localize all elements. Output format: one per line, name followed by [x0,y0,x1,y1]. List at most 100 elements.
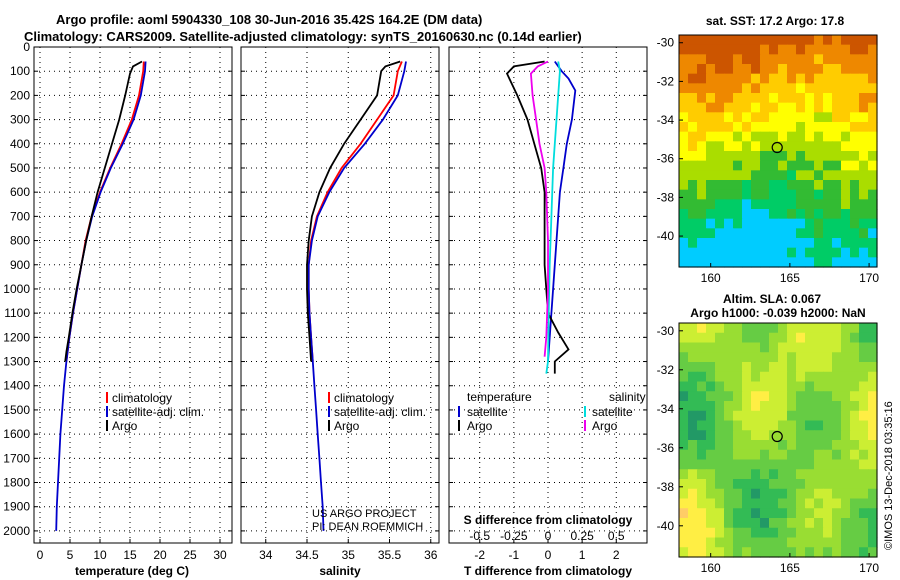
map-cell [742,371,752,383]
map-cell [778,73,788,84]
map-cell [706,391,716,402]
map-cell [706,323,716,334]
map-cell [796,508,806,519]
map-cell [751,141,761,152]
map-cell [859,518,869,529]
map-cell [823,73,833,84]
map-cell [733,218,743,229]
map-cell [859,35,869,46]
map-cell [805,209,815,220]
map-cell [787,141,797,152]
map-cell [688,180,698,191]
map-cell [715,180,725,191]
map-cell [715,218,725,229]
map-cell [778,218,788,229]
map-cell [814,342,824,353]
map-cell [868,151,878,162]
map-cell [868,112,878,123]
profile-location-marker [771,430,783,443]
map-cell [751,410,761,422]
map-cell [841,199,851,210]
map-cell [823,199,833,210]
map-cell [769,381,779,392]
map-cell [733,430,743,441]
map-cell [679,420,689,431]
map-cell [733,420,743,431]
map-cell [706,131,716,142]
map-cell [814,527,824,539]
map-cell [868,247,878,258]
map-cell [778,479,788,490]
map-cell [679,44,689,55]
map-cell [715,170,725,181]
map-cell [787,151,797,162]
map-cell [796,180,806,191]
map-cell [850,54,860,65]
map-cell [814,508,824,519]
map-cell [769,199,779,210]
map-cell [796,342,806,353]
map-cell [814,160,824,171]
map-cell [850,547,860,558]
map-cell [715,469,725,480]
map-cell [715,508,725,519]
map-cell [760,518,770,529]
map-cell [688,537,698,548]
map-cell [688,247,698,258]
map-cell [760,430,770,441]
map-cell [805,122,815,133]
map-cell [859,508,869,519]
map-y-tick-label: -36 [657,152,675,166]
map-cell [778,151,788,162]
map-cell [841,228,851,239]
map-cell [859,238,869,249]
map-cell [868,122,878,133]
map-cell [850,479,860,490]
map-cell [733,151,743,162]
map-cell [778,112,788,123]
map-cell [814,410,824,422]
map-cell [832,112,842,123]
map-cell [724,257,734,268]
map-cell [769,508,779,519]
map-cell [706,93,716,104]
map-cell [814,64,824,75]
map-cell [832,537,842,548]
map-cell [697,54,707,65]
map-cell [850,342,860,353]
map-cell [814,488,824,500]
map-cell [868,44,878,55]
map-cell [679,64,689,75]
map-cell [814,131,824,142]
map-cell [715,488,725,500]
map-cell [715,449,725,461]
map-cell [733,391,743,402]
profile-location-marker [771,141,783,154]
map-cell [814,391,824,402]
map-cell [697,64,707,75]
map-cell [769,371,779,383]
map-cell [850,420,860,431]
map-cell [841,518,851,529]
map-cell [679,410,689,422]
map-cell [733,131,743,142]
depth-tick-label: 1800 [3,476,30,490]
map-cell [814,228,824,239]
map-cell [814,440,824,451]
map-cell [679,342,689,353]
map-cell [778,420,788,431]
map-cell [697,342,707,353]
map-cell [769,498,779,509]
map-cell [688,151,698,162]
map-cell [688,199,698,210]
map-cell [688,342,698,353]
map-cell [688,323,698,334]
map-cell [805,112,815,123]
map-cell [724,180,734,191]
map-cell [796,371,806,383]
map-cell [796,469,806,480]
map-cell [850,131,860,142]
map-cell [733,102,743,113]
map-cell [796,257,806,268]
map-cell [778,488,788,500]
